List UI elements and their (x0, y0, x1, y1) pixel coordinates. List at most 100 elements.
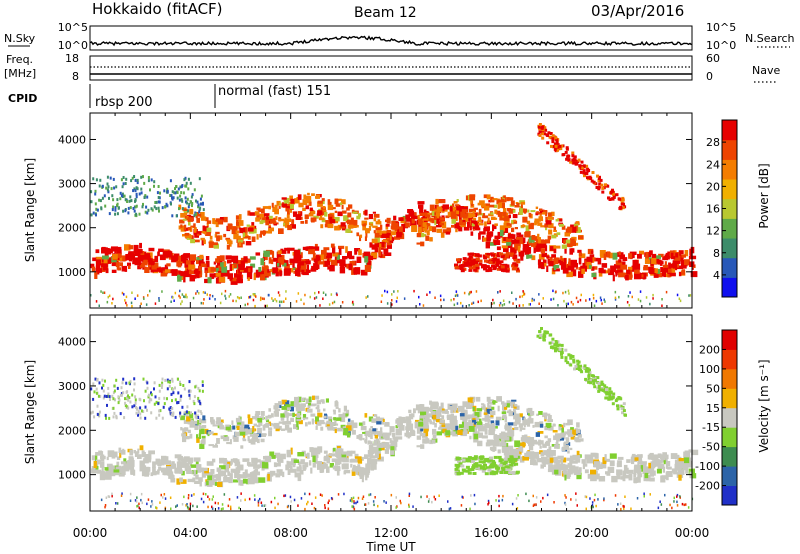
heatmap-cell (362, 225, 367, 231)
heatmap-cell (630, 460, 635, 465)
heatmap-cell (230, 458, 233, 465)
heatmap-cell (305, 422, 308, 427)
heatmap-cell (569, 447, 573, 451)
heatmap-cell (597, 389, 601, 393)
heatmap-cell (153, 180, 156, 184)
heatmap-cell (289, 468, 297, 473)
heatmap-cell (484, 221, 487, 227)
heatmap-cell (199, 202, 202, 206)
heatmap-cell (151, 265, 158, 270)
heatmap-cell (418, 226, 422, 231)
heatmap-cell (434, 296, 436, 299)
heatmap-cell (242, 232, 248, 239)
heatmap-cell (186, 503, 188, 506)
heatmap-cell (511, 399, 517, 402)
heatmap-cell (565, 437, 570, 443)
heatmap-cell (391, 432, 396, 437)
heatmap-cell (565, 496, 567, 499)
heatmap-cell (418, 429, 422, 434)
heatmap-cell (601, 302, 603, 305)
heatmap-cell (561, 225, 566, 230)
heatmap-cell (429, 439, 433, 445)
heatmap-cell (266, 473, 274, 477)
heatmap-cell (362, 467, 365, 472)
heatmap-cell (113, 411, 116, 415)
heatmap-cell (539, 208, 543, 211)
heatmap-cell (281, 197, 287, 200)
heatmap-cell (148, 400, 151, 404)
heatmap-cell (547, 469, 554, 473)
heatmap-cell (505, 254, 509, 258)
heatmap-cell (193, 395, 196, 399)
heatmap-cell (181, 293, 184, 296)
heatmap-cell (300, 403, 306, 407)
heatmap-cell (488, 416, 494, 419)
heatmap-cell (496, 252, 501, 256)
heatmap-cell (237, 419, 242, 423)
heatmap-cell (504, 459, 509, 463)
heatmap-cell (185, 410, 188, 414)
heatmap-cell (555, 462, 560, 469)
heatmap-cell (389, 438, 392, 444)
heatmap-cell (546, 265, 549, 272)
heatmap-cell (550, 345, 554, 349)
heatmap-cell (184, 466, 188, 472)
heatmap-cell (308, 492, 311, 496)
heatmap-cell (570, 498, 572, 501)
heatmap-cell (511, 470, 516, 474)
heatmap-cell (666, 471, 673, 477)
heatmap-cell (568, 258, 571, 265)
heatmap-cell (214, 501, 217, 505)
heatmap-cell (573, 155, 577, 159)
heatmap-cell (510, 457, 515, 461)
heatmap-cell (220, 262, 225, 267)
heatmap-cell (479, 418, 482, 422)
heatmap-cell (139, 242, 142, 249)
heatmap-cell (177, 274, 182, 282)
heatmap-cell (263, 297, 265, 301)
heatmap-cell (408, 494, 410, 497)
heatmap-cell (419, 415, 424, 422)
heatmap-cell (438, 199, 446, 204)
heatmap-cell (351, 500, 353, 503)
heatmap-cell (372, 428, 377, 432)
heatmap-cell (426, 425, 430, 431)
heatmap-cell (462, 257, 467, 261)
heatmap-cell (398, 217, 404, 221)
heatmap-cell (576, 359, 580, 363)
heatmap-cell (193, 420, 198, 425)
heatmap-cell (678, 458, 686, 462)
heatmap-cell (617, 269, 623, 276)
heatmap-cell (293, 498, 296, 502)
heatmap-cell (532, 451, 540, 459)
heatmap-cell (567, 450, 570, 454)
heatmap-cell (489, 471, 494, 475)
heatmap-cell (193, 469, 196, 477)
heatmap-cell (608, 198, 612, 201)
heatmap-cell (539, 440, 544, 445)
heatmap-cell (327, 501, 329, 505)
heatmap-cell (473, 220, 476, 225)
heatmap-cell (275, 216, 278, 221)
heatmap-cell (155, 458, 161, 465)
heatmap-cell (172, 296, 174, 299)
heatmap-cell (670, 252, 676, 260)
heatmap-cell (180, 415, 186, 421)
heatmap-cell (673, 454, 680, 458)
heatmap-cell (640, 454, 643, 458)
heatmap-cell (329, 463, 334, 468)
heatmap-cell (135, 212, 138, 216)
heatmap-cell (486, 194, 491, 200)
heatmap-cell (156, 506, 158, 510)
heatmap-cell (161, 416, 164, 420)
heatmap-cell (338, 459, 342, 465)
heatmap-cell (349, 499, 352, 502)
heatmap-cell (496, 199, 502, 205)
heatmap-cell (570, 224, 574, 229)
heatmap-cell (506, 403, 510, 408)
heatmap-cell (453, 207, 457, 210)
heatmap-cell (351, 219, 358, 226)
heatmap-cell (299, 405, 305, 411)
heatmap-cell (472, 260, 477, 263)
